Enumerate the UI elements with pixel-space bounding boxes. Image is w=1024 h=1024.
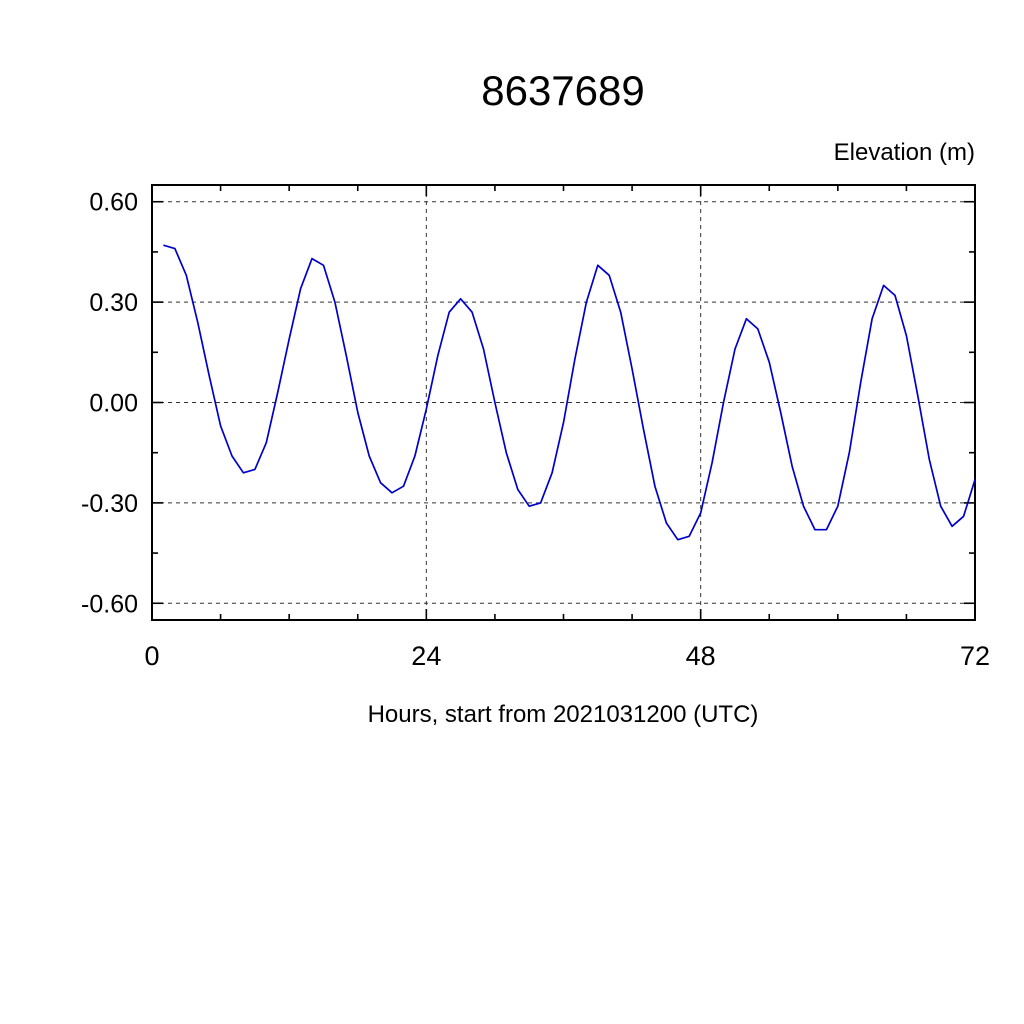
y-tick-label: 0.60: [89, 189, 138, 217]
elevation-axis-label: Elevation (m): [834, 139, 975, 166]
y-tick-label: -0.30: [81, 490, 138, 518]
x-tick-label: 72: [960, 641, 990, 671]
elevation-line: [163, 244, 976, 541]
x-tick-label: 0: [144, 641, 159, 671]
x-tick-label: 48: [686, 641, 716, 671]
y-tick-label: -0.60: [81, 590, 138, 618]
plot-area: 0 24 48 72 0.60 0.30 0.00 -0.30 -0.60: [81, 184, 990, 671]
y-tick-label: 0.30: [89, 289, 138, 317]
chart-title: 8637689: [481, 67, 645, 114]
tide-chart: 8637689 Elevation (m) 0 24 48 72 0.60 0.30 0.0…: [81, 67, 990, 728]
x-tick-label: 24: [411, 641, 441, 671]
y-tick-label: 0.00: [89, 390, 138, 418]
x-axis-label: Hours, start from 2021031200 (UTC): [368, 701, 759, 728]
